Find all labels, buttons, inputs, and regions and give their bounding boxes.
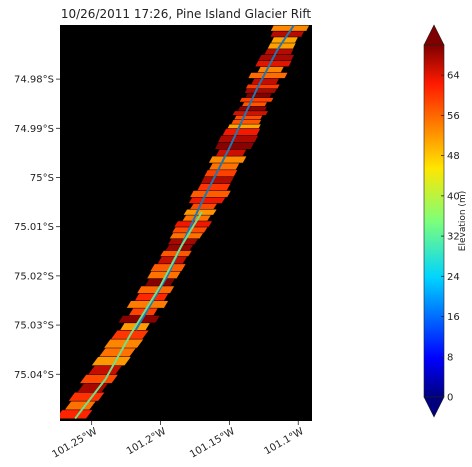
swath-segment [245, 93, 272, 98]
track-line-1 [134, 25, 295, 331]
colorbar: 0 8 16 24 32 40 48 56 64 Elevation (m) [423, 24, 468, 418]
swath-segment [264, 49, 294, 55]
swath-segment [215, 149, 247, 156]
x-tick-label: 101.2°W [125, 426, 168, 457]
swath-segment [217, 135, 259, 143]
x-tick-label: 101.25°W [50, 426, 99, 461]
y-tick-label: 74.98°S [14, 75, 54, 86]
y-tick-label: 75°S [30, 173, 54, 184]
colorbar-tick-label: 0 [447, 393, 453, 404]
swath-segment [190, 203, 218, 209]
x-tick-label: 101.15°W [188, 426, 237, 461]
swath-segment [145, 278, 175, 286]
y-tick-label: 75.01°S [14, 222, 54, 233]
colorbar-tick-label: 24 [447, 272, 460, 283]
swath-segment [227, 124, 261, 129]
swath-segment [160, 250, 192, 257]
swath-segment [258, 55, 294, 61]
y-tick-label: 74.99°S [14, 124, 54, 135]
colorbar-tick-label: 32 [447, 232, 460, 243]
colorbar-tick-label: 16 [447, 312, 460, 323]
colorbar-gradient [423, 44, 445, 398]
swath-segment [174, 221, 213, 227]
swath-segment [150, 264, 186, 271]
swath-segment [222, 128, 261, 136]
colorbar-tick-label: 8 [447, 352, 453, 363]
swath-segment [245, 84, 280, 89]
swath-segment [239, 97, 274, 102]
swath-segment [208, 156, 247, 163]
swath-segment [197, 183, 231, 191]
swath-segment [68, 392, 105, 401]
swath-segment [60, 410, 93, 419]
swath-segment [234, 115, 263, 120]
swath-segment [248, 72, 288, 79]
colorbar-ticks: 0 8 16 24 32 40 48 56 64 [441, 71, 460, 404]
colorbar-tick-label: 64 [447, 71, 460, 82]
swath-segment [188, 197, 226, 204]
swath-segment [214, 142, 255, 149]
y-tick-label: 75.04°S [14, 370, 54, 381]
colorbar-tick-label: 40 [447, 191, 460, 202]
swath-segment [257, 66, 284, 73]
swath-segment [209, 163, 240, 170]
swath-segment [244, 88, 277, 93]
swath-segment [238, 106, 267, 111]
swath-segment [126, 300, 169, 308]
swath-segment [251, 78, 279, 85]
swath-segment [200, 177, 234, 184]
colorbar-label: Elevation (m) [458, 191, 468, 251]
swath-segment [242, 102, 267, 107]
swath-segment [99, 348, 136, 357]
chart-title: 10/26/2011 17:26, Pine Island Glacier Ri… [61, 7, 312, 21]
y-tick-label: 75.03°S [14, 321, 54, 332]
swath-segment [79, 374, 118, 384]
colorbar-extend-max [423, 24, 445, 46]
x-tick-label: 101.1°W [263, 426, 306, 457]
swath-segment [190, 190, 231, 198]
colorbar-tick-label: 56 [447, 111, 460, 122]
track-lines [74, 25, 295, 420]
swath-segment [134, 293, 169, 301]
y-tick-label: 75.02°S [14, 271, 54, 282]
swath-segment [104, 339, 144, 348]
colorbar-tick-label: 48 [447, 151, 460, 162]
swath-segment [147, 271, 181, 279]
y-axis-ticks: 74.98°S 74.99°S 75°S 75.01°S 75.02°S 75.03°S 7… [14, 75, 60, 381]
elevation-swath [60, 25, 310, 419]
swath-segment [232, 111, 268, 116]
swath-segment [267, 43, 296, 49]
swath-segment [91, 357, 131, 366]
swath-segment [183, 209, 217, 215]
swath-segment [88, 365, 122, 375]
swath-segment [182, 215, 211, 221]
colorbar-extend-min [423, 396, 445, 418]
swath-segment [231, 119, 262, 124]
swath-segment [270, 25, 310, 31]
swath-segment [137, 286, 175, 294]
x-axis-ticks: 101.25°W 101.2°W 101.15°W 101.1°W [50, 421, 306, 461]
track-line-2 [74, 211, 203, 420]
swath-segment [157, 256, 187, 264]
swath-segment [204, 170, 238, 177]
swath-segment [255, 60, 292, 67]
